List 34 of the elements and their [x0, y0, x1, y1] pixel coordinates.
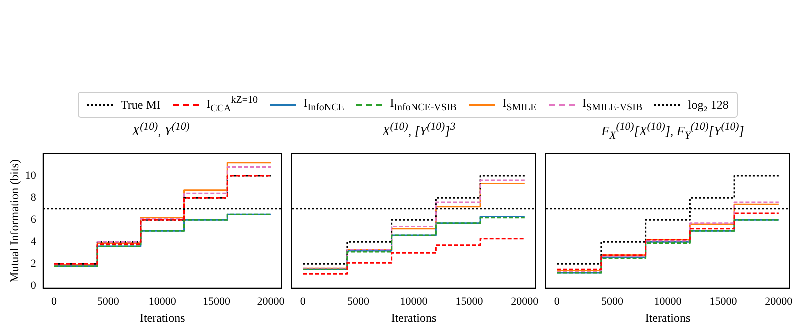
legend-label: I$_{InfoNCE-VSIB}$: [390, 96, 457, 114]
x-tick-label: 5000: [602, 296, 624, 308]
x-tick-label: 10000: [148, 296, 177, 308]
x-axis-title: Iterations: [391, 310, 437, 325]
chart-title: X$^{(10)}$, Y$^{(10)}$: [130, 120, 191, 140]
x-tick-label: 10000: [654, 296, 682, 308]
y-tick-label: 2: [30, 258, 36, 270]
x-tick-label: 0: [554, 296, 560, 308]
x-tick-label: 10000: [400, 296, 428, 308]
y-tick-label: 8: [30, 192, 37, 204]
x-tick-label: 5000: [348, 296, 370, 308]
x-tick-label: 0: [51, 296, 58, 308]
x-tick-label: 15000: [456, 296, 484, 308]
legend-label: I$_{SMILE-VSIB}$: [582, 96, 643, 114]
x-tick-label: 20000: [257, 296, 286, 308]
legend-label: log₂ 128: [688, 98, 729, 112]
x-axis-title: Iterations: [140, 310, 186, 325]
x-tick-label: 20000: [765, 296, 794, 308]
y-tick-label: 10: [25, 170, 37, 182]
y-tick-label: 4: [30, 236, 37, 248]
x-tick-label: 15000: [710, 296, 738, 308]
chart-title: F$_{X}$$^{(10)}$[X$^{(10)}$], F$_{Y}$$^{(10)}$[Y$^{(10)}$]: [602, 121, 744, 142]
x-tick-label: 20000: [511, 296, 540, 308]
legend-label: I$_{SMILE}$: [502, 96, 537, 114]
legend-label: True MI: [121, 98, 161, 112]
y-tick-label: 0: [30, 280, 37, 292]
y-tick-label: 6: [30, 214, 37, 226]
chart-title: X$^{(10)}$, [Y$^{(10)}$]$^{3}$: [381, 120, 457, 140]
x-tick-label: 5000: [97, 296, 120, 308]
x-axis-title: Iterations: [645, 310, 691, 325]
y-axis-title: Mutual Information (bits): [7, 160, 22, 283]
legend-label: I$_{InfoNCE}$: [304, 96, 344, 114]
x-tick-label: 15000: [203, 296, 232, 308]
x-tick-label: 0: [300, 296, 306, 308]
